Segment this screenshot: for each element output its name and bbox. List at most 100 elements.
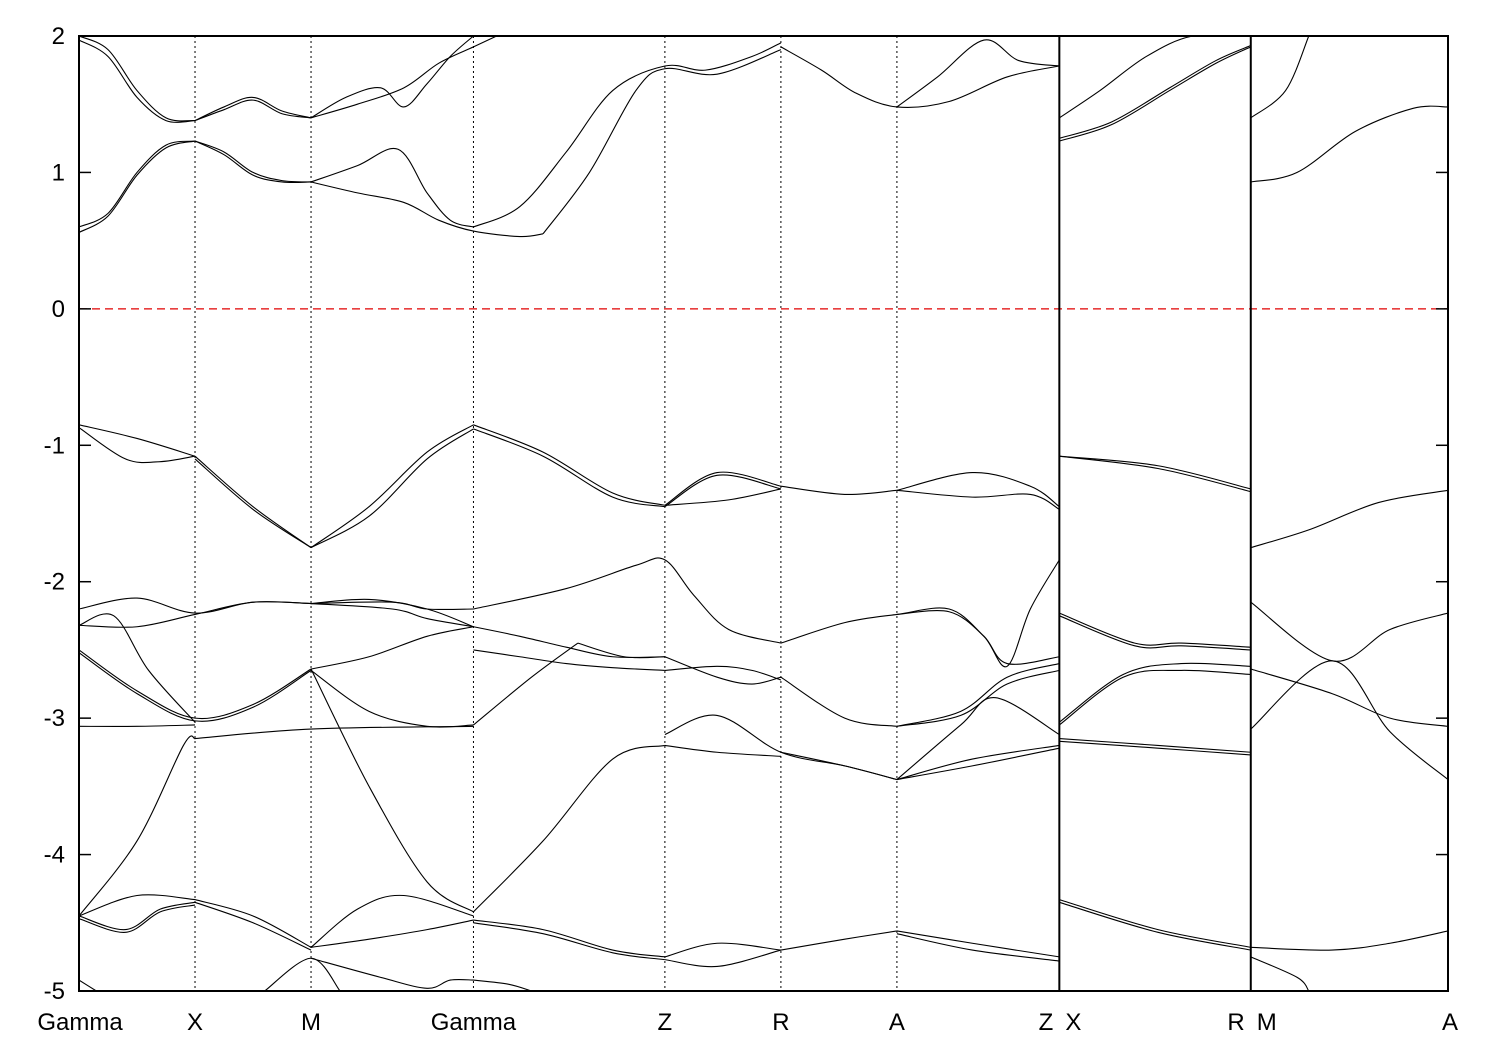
band-line-55	[664, 656, 782, 685]
band-line-42	[311, 601, 474, 611]
band-line-5	[310, 36, 497, 119]
band-line-25	[310, 424, 474, 549]
band-line-68	[780, 751, 898, 781]
kpoint-label: A	[1442, 1009, 1458, 1036]
band-line-93	[896, 933, 1060, 962]
band-line-8	[194, 140, 312, 183]
band-line-90	[664, 949, 782, 968]
band-line-72	[1059, 615, 1251, 651]
kpoint-label: M	[1257, 1009, 1277, 1036]
band-line-84	[194, 901, 312, 951]
band-line-22	[79, 427, 196, 464]
y-tick-label: -5	[44, 978, 65, 1005]
band-line-61	[896, 697, 1060, 780]
band-line-29	[664, 471, 782, 506]
band-line-6	[79, 140, 196, 228]
kpoint-label: Gamma	[431, 1009, 517, 1036]
band-line-20	[1250, 105, 1448, 183]
band-line-87	[473, 919, 665, 958]
band-line-1	[79, 39, 196, 123]
band-line-58	[896, 663, 1060, 727]
y-tick-label: -1	[44, 432, 65, 459]
kpoint-label: Gamma	[37, 1009, 123, 1036]
band-line-77	[1250, 601, 1448, 662]
band-line-23	[194, 455, 312, 549]
band-line-96	[1250, 930, 1448, 951]
band-line-98	[79, 979, 97, 991]
band-line-63	[194, 725, 474, 740]
band-line-43	[473, 557, 782, 644]
band-line-16	[1059, 36, 1251, 119]
band-line-75	[1059, 738, 1251, 753]
band-line-57	[780, 676, 898, 727]
band-line-35	[1059, 455, 1251, 490]
band-line-11	[310, 181, 544, 238]
y-tick-label: 1	[52, 159, 65, 186]
band-line-17	[1059, 46, 1252, 142]
band-line-62	[79, 724, 196, 727]
band-line-91	[780, 930, 898, 951]
y-tick-label: -2	[44, 569, 65, 596]
band-line-69	[896, 744, 1060, 781]
band-line-70	[896, 747, 1060, 781]
y-tick-label: 0	[52, 296, 65, 323]
band-line-26	[310, 428, 474, 549]
kpoint-label: Z	[1039, 1009, 1054, 1036]
band-line-86	[310, 894, 474, 948]
band-line-71	[1059, 612, 1251, 648]
band-line-73	[1059, 662, 1251, 723]
band-line-92	[896, 930, 1060, 958]
band-line-27	[473, 424, 666, 506]
band-line-54	[577, 642, 665, 659]
band-line-45	[896, 559, 1060, 668]
band-line-36	[1059, 455, 1251, 493]
band-line-85	[310, 919, 474, 948]
band-line-89	[664, 942, 781, 958]
band-line-9	[194, 140, 312, 184]
band-line-39	[79, 601, 312, 628]
band-line-101	[473, 979, 532, 991]
band-line-79	[1250, 660, 1448, 780]
band-line-15	[896, 39, 1060, 108]
band-line-21	[79, 424, 196, 457]
band-line-88	[473, 922, 665, 961]
kpoint-label: Z	[658, 1009, 673, 1036]
band-line-4	[310, 36, 474, 119]
kpoint-label: R	[772, 1009, 789, 1036]
band-line-2	[194, 96, 312, 122]
band-line-82	[79, 894, 196, 917]
band-line-12	[473, 42, 782, 228]
band-line-19	[1250, 36, 1310, 119]
band-line-65	[310, 668, 474, 913]
kpoint-label: A	[889, 1009, 905, 1036]
plot-frame	[78, 35, 1449, 992]
band-line-24	[194, 458, 312, 549]
band-line-95	[1059, 901, 1251, 951]
band-line-31	[664, 488, 782, 506]
kpoint-label: M	[301, 1009, 321, 1036]
band-line-13	[542, 49, 782, 235]
band-line-46	[79, 613, 196, 723]
band-line-49	[310, 626, 474, 670]
band-line-67	[664, 744, 781, 757]
band-line-56	[664, 665, 782, 681]
y-tick-label: -4	[44, 842, 65, 869]
band-line-78	[1250, 668, 1448, 727]
band-line-81	[79, 904, 196, 933]
band-line-32	[780, 485, 897, 495]
band-line-38	[79, 597, 312, 614]
band-line-33	[896, 472, 1060, 508]
band-line-34	[896, 489, 1060, 510]
band-line-47	[79, 649, 312, 720]
band-line-28	[473, 428, 665, 508]
band-line-80	[79, 901, 196, 931]
band-line-37	[1250, 489, 1448, 549]
band-line-74	[1059, 669, 1251, 726]
y-tick-label: 2	[52, 23, 65, 50]
kpoint-label: X	[1065, 1009, 1081, 1036]
band-line-18	[1059, 45, 1251, 139]
band-line-83	[194, 899, 312, 948]
band-line-44	[780, 607, 1060, 665]
